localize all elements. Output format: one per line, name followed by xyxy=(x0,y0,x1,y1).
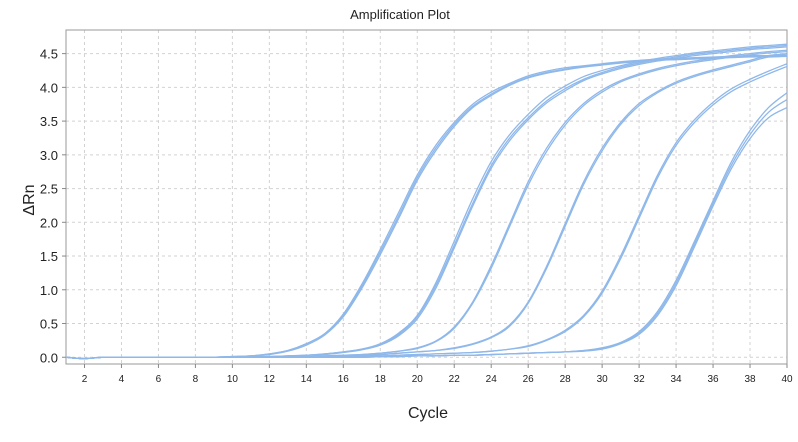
series-line-12 xyxy=(65,65,788,360)
x-tick-label: 16 xyxy=(338,374,350,385)
axes: 2 4 6 8 10 12 14 16 18 20 22 24 26 28 30 32 34 36 38 400.00… xyxy=(40,47,793,385)
series-line-2 xyxy=(65,54,788,360)
y-tick-label: 3.0 xyxy=(40,148,58,163)
x-tick-label: 10 xyxy=(227,374,239,385)
y-tick-label: 0.0 xyxy=(40,350,58,365)
y-axis-label: ΔRn xyxy=(21,184,38,215)
y-tick-label: 3.5 xyxy=(40,114,58,129)
x-tick-label: 8 xyxy=(193,374,199,385)
series-line-10 xyxy=(65,54,788,360)
y-tick-label: 1.5 xyxy=(40,249,58,264)
x-tick-label: 14 xyxy=(301,374,313,385)
x-tick-label: 24 xyxy=(486,374,498,385)
x-tick-label: 22 xyxy=(449,374,461,385)
series-line-3 xyxy=(65,55,788,360)
x-tick-label: 28 xyxy=(560,374,572,385)
x-tick-label: 12 xyxy=(264,374,276,385)
series-line-1 xyxy=(65,54,788,360)
series-line-6 xyxy=(65,46,788,360)
x-tick-label: 40 xyxy=(781,374,793,385)
plot-area-frame xyxy=(65,29,788,365)
x-tick-label: 26 xyxy=(523,374,535,385)
x-tick-label: 20 xyxy=(412,374,424,385)
x-tick-label: 2 xyxy=(82,374,88,385)
series-line-5 xyxy=(65,44,788,360)
x-tick-label: 18 xyxy=(375,374,387,385)
y-tick-label: 0.5 xyxy=(40,317,58,332)
series-line-9 xyxy=(65,52,788,360)
y-tick-label: 2.5 xyxy=(40,182,58,197)
x-tick-label: 32 xyxy=(634,374,646,385)
x-tick-label: 6 xyxy=(156,374,162,385)
series-line-4 xyxy=(65,43,788,360)
y-tick-label: 4.0 xyxy=(40,80,58,95)
x-axis-label: Cycle xyxy=(408,405,448,422)
x-tick-label: 34 xyxy=(671,374,683,385)
series-line-11 xyxy=(65,63,788,360)
series-line-7 xyxy=(65,49,788,360)
y-tick-label: 1.0 xyxy=(40,283,58,298)
x-tick-label: 30 xyxy=(597,374,609,385)
y-tick-label: 2.0 xyxy=(40,215,58,230)
series-line-13 xyxy=(65,92,788,360)
chart-title: Amplification Plot xyxy=(350,7,450,22)
series-group xyxy=(65,43,788,360)
x-tick-label: 36 xyxy=(707,374,719,385)
y-tick-label: 4.5 xyxy=(40,47,58,62)
series-line-15 xyxy=(65,107,788,360)
grid xyxy=(66,30,788,364)
x-tick-label: 38 xyxy=(744,374,756,385)
series-line-8 xyxy=(65,50,788,360)
x-tick-label: 4 xyxy=(119,374,125,385)
